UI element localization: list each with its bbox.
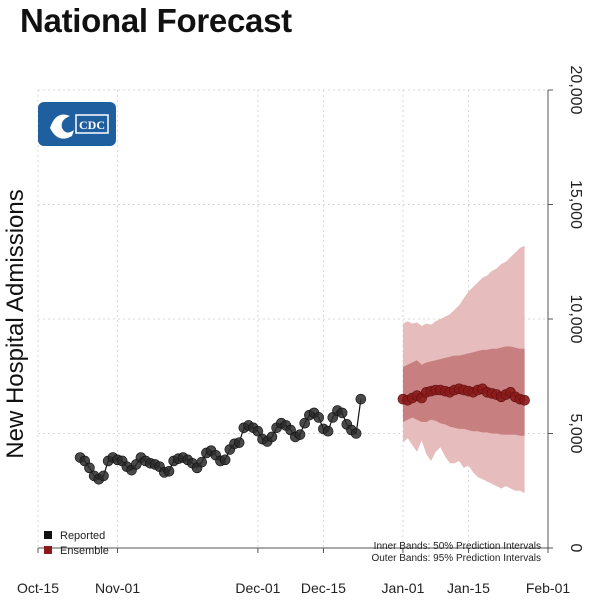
x-tick-label: Dec-01 bbox=[235, 580, 280, 596]
legend-swatch-ensemble bbox=[44, 546, 52, 554]
legend-label-ensemble: Ensemble bbox=[60, 545, 109, 557]
reported-point bbox=[163, 465, 175, 477]
reported-point bbox=[313, 412, 325, 423]
reported-point bbox=[350, 428, 362, 439]
reported-point bbox=[252, 425, 264, 437]
cdc-logo-box bbox=[75, 114, 109, 134]
reported-point bbox=[294, 429, 306, 440]
reported-point bbox=[233, 437, 245, 448]
x-tick-label: Oct-15 bbox=[17, 580, 59, 596]
cdc-logo-text: CDC bbox=[79, 118, 105, 132]
x-tick-label: Nov-01 bbox=[95, 580, 140, 596]
x-tick-label: Feb-01 bbox=[526, 580, 571, 596]
reported-point bbox=[84, 462, 95, 474]
ensemble-point bbox=[519, 394, 530, 406]
reported-point bbox=[196, 456, 208, 468]
y-tick-label: 10,000 bbox=[567, 295, 584, 344]
reported-point bbox=[219, 454, 231, 466]
reported-point bbox=[322, 425, 334, 437]
reported-point bbox=[98, 470, 109, 482]
y-axis-label: New Hospital Admissions bbox=[2, 189, 29, 458]
hhs-eagle-icon bbox=[50, 114, 74, 139]
legend-swatch-reported bbox=[44, 531, 52, 539]
y-tick-label: 20,000 bbox=[567, 66, 584, 115]
x-tick-label: Jan-01 bbox=[382, 580, 425, 596]
band-note: Inner Bands: 50% Prediction Intervals bbox=[374, 541, 541, 552]
cdc-logo: CDC bbox=[38, 102, 116, 146]
x-tick-label: Jan-15 bbox=[447, 580, 490, 596]
legend-label-reported: Reported bbox=[60, 530, 105, 542]
band-note: Outer Bands: 95% Prediction Intervals bbox=[371, 553, 541, 564]
chart-title: National Forecast bbox=[20, 2, 292, 39]
reported-point bbox=[299, 417, 310, 429]
y-tick-label: 0 bbox=[567, 544, 584, 553]
reported-point bbox=[266, 431, 278, 443]
x-tick-label: Dec-15 bbox=[301, 580, 346, 596]
reported-point bbox=[355, 393, 367, 405]
y-tick-label: 5,000 bbox=[567, 413, 584, 453]
reported-point bbox=[336, 407, 348, 419]
y-tick-label: 15,000 bbox=[567, 180, 584, 229]
